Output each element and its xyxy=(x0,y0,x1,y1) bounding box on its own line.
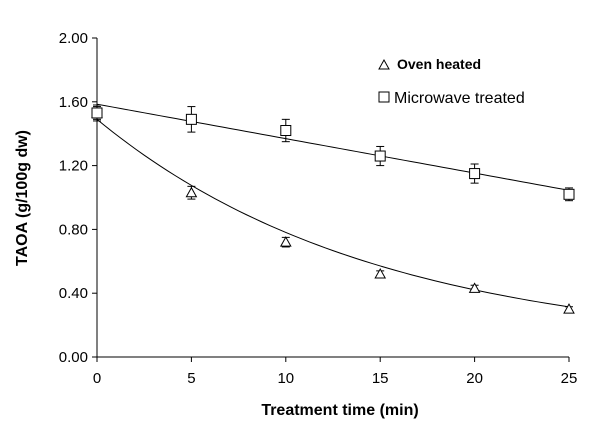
x-axis: 0 5 10 15 20 25 xyxy=(93,356,578,387)
fit-line-series-0 xyxy=(96,118,570,308)
fit-lines xyxy=(96,103,570,308)
y-tick-label: 0.80 xyxy=(59,221,88,238)
legend-item-oven: Oven heated xyxy=(378,56,481,72)
data-point-series-0 xyxy=(374,268,387,279)
markers xyxy=(91,104,575,314)
square-marker-icon xyxy=(374,150,386,162)
legend-triangle-icon xyxy=(378,58,390,70)
data-point-series-1 xyxy=(563,187,575,202)
x-tick-label: 5 xyxy=(187,370,195,387)
x-tick-label: 0 xyxy=(93,370,101,387)
triangle-marker-icon xyxy=(374,268,387,279)
y-tick-label: 1.20 xyxy=(59,158,88,175)
data-point-series-1 xyxy=(374,145,386,167)
data-point-series-1 xyxy=(91,104,103,122)
data-point-series-0 xyxy=(279,236,292,248)
y-axis: 0.00 0.40 0.80 1.20 1.60 2.00 xyxy=(59,30,98,366)
fit-line-series-1 xyxy=(96,103,570,191)
data-point-series-1 xyxy=(185,106,197,133)
y-tick-label: 2.00 xyxy=(59,30,88,47)
square-marker-icon xyxy=(185,113,197,125)
legend-label-microwave: Microwave treated xyxy=(394,90,525,107)
triangle-marker-icon xyxy=(468,282,481,293)
y-axis-title: TAOA (g/100g dw) xyxy=(14,130,31,266)
data-point-series-0 xyxy=(468,282,481,293)
x-tick-label: 10 xyxy=(277,370,294,387)
x-axis-title: Treatment time (min) xyxy=(261,402,418,419)
triangle-marker-icon xyxy=(563,303,575,314)
triangle-marker-icon xyxy=(185,186,198,198)
x-tick-label: 20 xyxy=(466,370,483,387)
square-marker-icon xyxy=(469,168,481,180)
legend-item-microwave: Microwave treated xyxy=(378,90,525,107)
data-point-series-0 xyxy=(563,303,575,314)
data-point-series-1 xyxy=(469,163,481,184)
legend-square-icon xyxy=(378,91,390,103)
x-tick-label: 15 xyxy=(372,370,389,387)
y-tick-label: 1.60 xyxy=(59,94,88,111)
data-point-series-1 xyxy=(280,118,292,143)
data-point-series-0 xyxy=(185,185,198,200)
x-tick-label: 25 xyxy=(561,370,578,387)
y-tick-label: 0.00 xyxy=(59,349,88,366)
legend-label-oven: Oven heated xyxy=(397,56,481,72)
square-marker-icon xyxy=(91,107,103,119)
square-marker-icon xyxy=(563,188,575,200)
triangle-marker-icon xyxy=(279,236,292,247)
y-tick-label: 0.40 xyxy=(59,285,88,302)
legend: Oven heated Microwave treated xyxy=(378,56,525,107)
square-marker-icon xyxy=(280,125,292,137)
